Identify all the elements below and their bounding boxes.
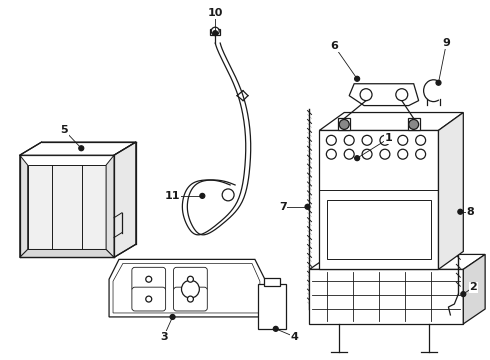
Text: 5: 5 — [61, 125, 68, 135]
Polygon shape — [114, 142, 136, 257]
Polygon shape — [28, 165, 106, 249]
Circle shape — [416, 149, 426, 159]
Circle shape — [79, 146, 84, 151]
Text: 9: 9 — [442, 38, 450, 48]
Bar — [210, 29, 220, 35]
Circle shape — [416, 135, 426, 145]
Circle shape — [200, 193, 205, 198]
Circle shape — [360, 89, 372, 100]
Circle shape — [380, 149, 390, 159]
Bar — [319, 130, 439, 269]
Bar — [408, 118, 419, 130]
Polygon shape — [464, 255, 485, 324]
Circle shape — [170, 314, 175, 319]
Text: 3: 3 — [160, 332, 168, 342]
Polygon shape — [113, 264, 260, 313]
Text: 11: 11 — [165, 191, 180, 201]
Text: 1: 1 — [385, 133, 393, 143]
Circle shape — [355, 156, 360, 161]
Bar — [310, 269, 464, 324]
Circle shape — [326, 135, 336, 145]
Polygon shape — [106, 155, 114, 257]
Polygon shape — [310, 255, 485, 269]
Bar — [327, 200, 431, 260]
Circle shape — [188, 296, 194, 302]
Circle shape — [339, 120, 349, 129]
Text: 2: 2 — [469, 282, 477, 292]
Polygon shape — [20, 249, 114, 257]
Polygon shape — [109, 260, 265, 317]
Text: 8: 8 — [466, 207, 474, 217]
Polygon shape — [20, 142, 136, 155]
Bar — [258, 284, 286, 329]
Circle shape — [380, 135, 390, 145]
Text: 6: 6 — [330, 41, 338, 51]
Text: 4: 4 — [291, 332, 298, 342]
FancyBboxPatch shape — [132, 287, 166, 311]
Circle shape — [396, 89, 408, 100]
Polygon shape — [20, 155, 114, 257]
Circle shape — [188, 276, 194, 282]
Circle shape — [362, 149, 372, 159]
Circle shape — [398, 149, 408, 159]
Circle shape — [409, 120, 418, 129]
Circle shape — [344, 149, 354, 159]
Circle shape — [398, 135, 408, 145]
FancyBboxPatch shape — [173, 287, 207, 311]
Polygon shape — [319, 113, 464, 130]
FancyBboxPatch shape — [132, 267, 166, 291]
Text: 7: 7 — [279, 202, 287, 212]
Circle shape — [222, 189, 234, 201]
FancyBboxPatch shape — [173, 267, 207, 291]
Circle shape — [273, 327, 278, 331]
Circle shape — [213, 31, 218, 36]
Circle shape — [436, 80, 441, 85]
Circle shape — [458, 209, 463, 214]
Circle shape — [146, 296, 152, 302]
Circle shape — [362, 135, 372, 145]
Circle shape — [344, 135, 354, 145]
Circle shape — [326, 149, 336, 159]
Polygon shape — [439, 113, 464, 269]
Bar — [338, 118, 350, 130]
Text: 10: 10 — [208, 8, 223, 18]
Circle shape — [461, 292, 466, 297]
Polygon shape — [349, 84, 418, 105]
Circle shape — [305, 204, 310, 209]
Circle shape — [146, 276, 152, 282]
Circle shape — [181, 280, 199, 298]
Bar — [264, 278, 280, 286]
Circle shape — [211, 27, 219, 35]
Polygon shape — [20, 155, 28, 257]
Circle shape — [355, 76, 360, 81]
